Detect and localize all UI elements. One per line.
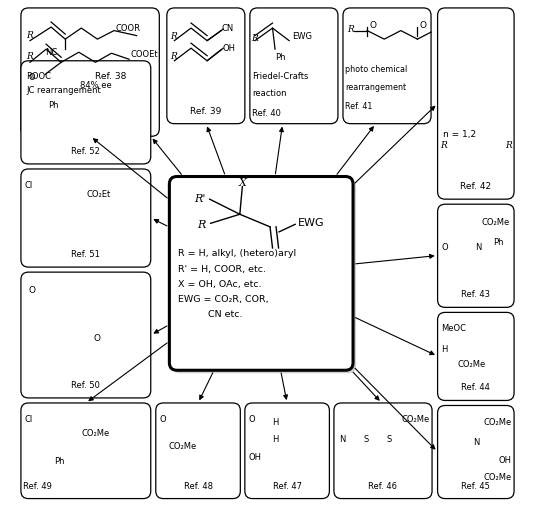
FancyBboxPatch shape xyxy=(438,313,514,400)
Text: Ref. 47: Ref. 47 xyxy=(273,481,302,489)
Text: Ref. 40: Ref. 40 xyxy=(253,109,281,117)
Text: S: S xyxy=(363,434,369,443)
FancyBboxPatch shape xyxy=(21,403,151,498)
Text: H: H xyxy=(441,344,448,353)
Text: EWG: EWG xyxy=(292,32,312,41)
Text: X = OH, OAc, etc.: X = OH, OAc, etc. xyxy=(179,279,262,288)
FancyBboxPatch shape xyxy=(343,9,431,124)
Text: 84% ee: 84% ee xyxy=(80,81,112,90)
Text: CN: CN xyxy=(221,24,233,32)
Text: Ref. 46: Ref. 46 xyxy=(369,481,398,489)
Text: O: O xyxy=(369,21,376,29)
Text: O: O xyxy=(160,414,166,423)
Text: OH: OH xyxy=(222,43,235,53)
Text: Ref. 38: Ref. 38 xyxy=(95,72,127,81)
Text: EWG = CO₂R, COR,: EWG = CO₂R, COR, xyxy=(179,294,269,303)
Text: O: O xyxy=(28,285,35,294)
Text: CO₂Me: CO₂Me xyxy=(483,472,511,481)
Text: MeOC: MeOC xyxy=(441,324,467,333)
Text: Ref. 51: Ref. 51 xyxy=(71,249,100,259)
Text: JC rearrangement: JC rearrangement xyxy=(26,86,101,95)
FancyBboxPatch shape xyxy=(156,403,240,498)
Text: R: R xyxy=(440,141,447,150)
Text: Ref. 48: Ref. 48 xyxy=(184,481,212,489)
Text: ROOC: ROOC xyxy=(26,72,51,81)
Text: N: N xyxy=(472,437,479,446)
FancyBboxPatch shape xyxy=(438,205,514,308)
Text: R: R xyxy=(26,30,33,39)
Text: COOEt: COOEt xyxy=(131,49,158,59)
FancyBboxPatch shape xyxy=(167,9,245,124)
Text: Ref. 43: Ref. 43 xyxy=(461,290,491,298)
Text: O: O xyxy=(249,414,256,423)
Text: CO₂Et: CO₂Et xyxy=(86,190,111,198)
FancyBboxPatch shape xyxy=(170,177,353,371)
Text: O: O xyxy=(94,333,101,342)
Text: R' = H, COOR, etc.: R' = H, COOR, etc. xyxy=(179,264,266,273)
FancyBboxPatch shape xyxy=(245,403,330,498)
Text: R: R xyxy=(170,32,177,41)
Text: CO₂Me: CO₂Me xyxy=(81,428,110,437)
Text: N: N xyxy=(339,434,345,443)
FancyBboxPatch shape xyxy=(438,9,514,200)
Text: Ph: Ph xyxy=(493,237,503,246)
Text: rearrangement: rearrangement xyxy=(346,83,407,92)
Text: R: R xyxy=(251,33,258,42)
Text: OH: OH xyxy=(249,452,262,462)
Text: CO₂Me: CO₂Me xyxy=(401,414,430,423)
Text: CO₂Me: CO₂Me xyxy=(458,359,486,368)
Text: COOR: COOR xyxy=(116,24,141,32)
Text: EWG: EWG xyxy=(297,217,324,227)
Text: photo chemical: photo chemical xyxy=(346,65,408,74)
Text: Ph: Ph xyxy=(54,456,64,465)
Text: Ph: Ph xyxy=(275,53,286,62)
Text: R: R xyxy=(505,141,511,150)
Text: Ref. 52: Ref. 52 xyxy=(71,146,100,156)
Text: R: R xyxy=(347,25,354,33)
Text: Ref. 49: Ref. 49 xyxy=(24,481,52,489)
Text: n = 1,2: n = 1,2 xyxy=(442,130,476,139)
Text: R: R xyxy=(26,52,33,61)
Text: Ref. 39: Ref. 39 xyxy=(190,107,221,115)
Text: Ref. 41: Ref. 41 xyxy=(346,102,373,111)
Text: R': R' xyxy=(194,194,205,204)
Text: Cl: Cl xyxy=(25,181,33,190)
Text: Ref. 50: Ref. 50 xyxy=(71,380,100,389)
FancyBboxPatch shape xyxy=(334,403,432,498)
Text: R: R xyxy=(197,220,205,230)
Text: R: R xyxy=(170,52,177,61)
Text: Ref. 45: Ref. 45 xyxy=(461,481,490,489)
Text: Ref. 44: Ref. 44 xyxy=(461,383,490,391)
Text: H: H xyxy=(272,434,279,443)
Text: Ph: Ph xyxy=(49,101,59,110)
FancyBboxPatch shape xyxy=(21,9,159,137)
Text: N: N xyxy=(475,242,482,251)
FancyBboxPatch shape xyxy=(250,9,338,124)
FancyBboxPatch shape xyxy=(172,180,356,374)
Text: CO₂Me: CO₂Me xyxy=(483,417,511,426)
Text: CN etc.: CN etc. xyxy=(179,309,243,318)
Text: Friedel-Crafts: Friedel-Crafts xyxy=(253,72,309,81)
Text: R = H, alkyl, (hetero)aryl: R = H, alkyl, (hetero)aryl xyxy=(179,249,296,258)
Text: H: H xyxy=(272,417,279,426)
Text: CO₂Me: CO₂Me xyxy=(482,217,510,226)
Text: O: O xyxy=(441,242,448,251)
Text: NC: NC xyxy=(45,48,57,57)
FancyBboxPatch shape xyxy=(438,406,514,498)
Text: O: O xyxy=(28,73,35,82)
Text: OH: OH xyxy=(499,455,511,464)
Text: Cl: Cl xyxy=(25,414,33,423)
Text: X: X xyxy=(239,177,246,187)
FancyBboxPatch shape xyxy=(21,62,151,165)
Text: S: S xyxy=(387,434,392,443)
Text: CO₂Me: CO₂Me xyxy=(169,441,197,450)
FancyBboxPatch shape xyxy=(21,273,151,398)
Text: reaction: reaction xyxy=(253,89,287,98)
Text: Ref. 42: Ref. 42 xyxy=(460,182,491,191)
Text: O: O xyxy=(419,21,426,29)
FancyBboxPatch shape xyxy=(21,170,151,268)
